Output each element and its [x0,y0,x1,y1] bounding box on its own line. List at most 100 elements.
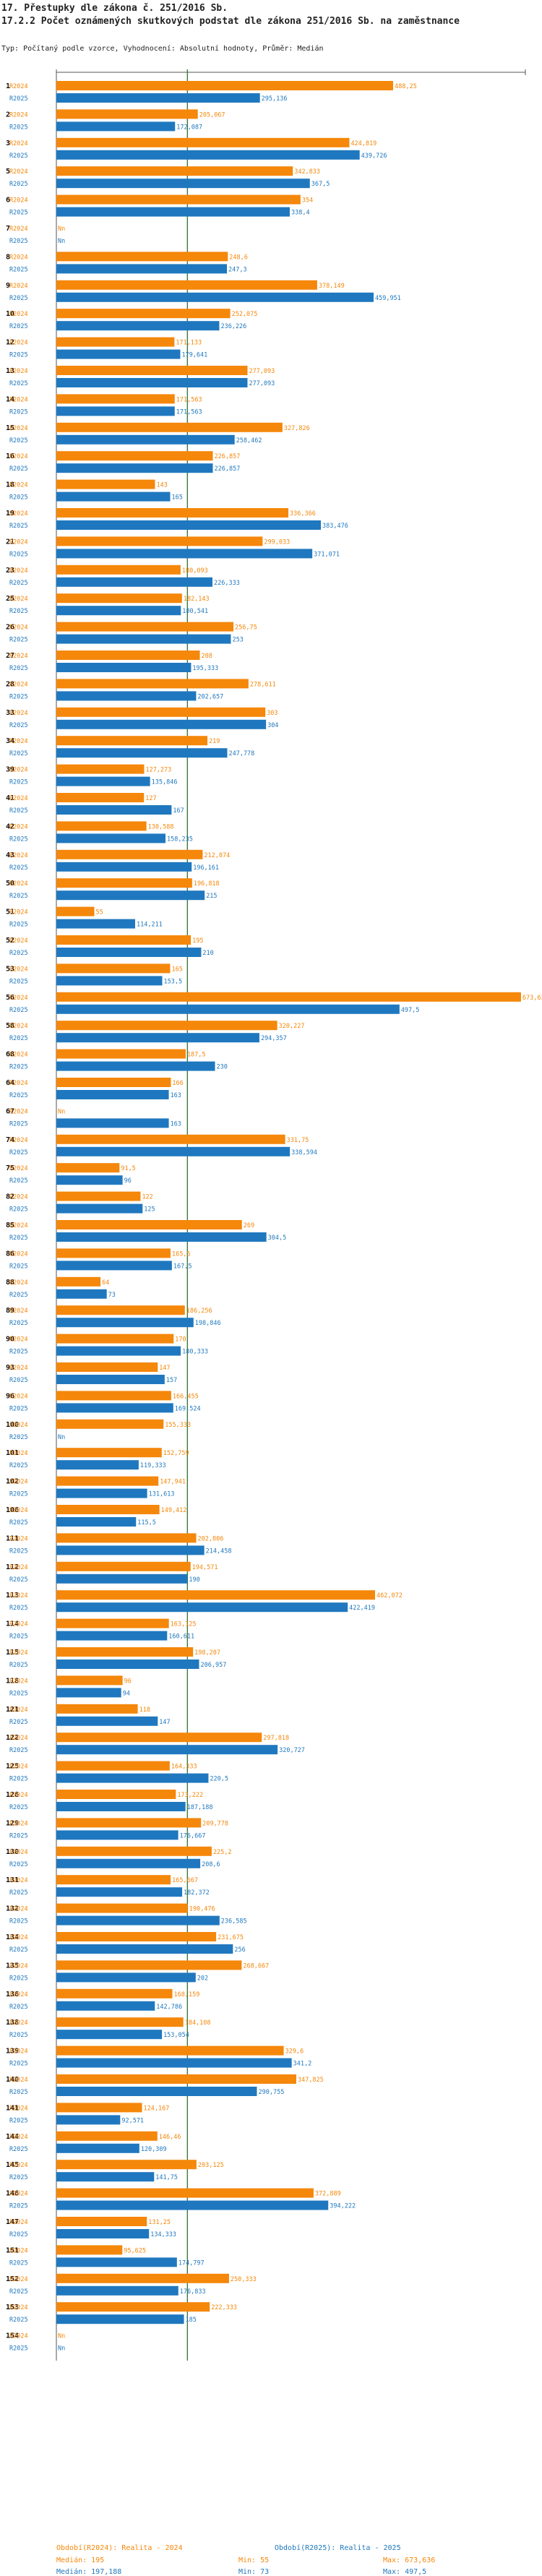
bar-2024 [56,2188,314,2198]
bar-2024 [56,2045,284,2056]
bar-2025 [56,1460,139,1470]
category-label: 56 [6,994,14,1002]
series-label-2024: R2024 [9,2077,28,2084]
bar-2024 [56,1790,176,1799]
bar-2024 [56,1704,138,1714]
value-label-2025: 163 [171,1120,181,1128]
series-label-2024: R2024 [9,226,28,233]
bar-2024 [56,622,234,632]
series-label-2025: R2025 [9,1747,28,1754]
category-label: 2 [6,111,10,119]
series-label-2024: R2024 [9,1023,28,1030]
value-label-2024: 329,6 [285,2048,304,2056]
series-label-2024: R2024 [9,83,28,90]
bar-2025 [56,463,213,473]
category-label: 6 [6,197,10,205]
series-label-2025: R2025 [9,1605,28,1612]
value-label-2024: 64 [102,1279,109,1287]
series-label-2025: R2025 [9,978,28,985]
series-label-2025: R2025 [9,2004,28,2011]
value-label-2025: 214,458 [206,1547,232,1555]
bar-2025 [56,976,163,986]
value-label-2024: 155,333 [165,1422,191,1429]
value-label-2024: 147,941 [160,1479,186,1486]
category-label: 101 [6,1449,19,1457]
value-label-2025: 206,957 [201,1662,227,1669]
bar-2024 [56,707,266,717]
category-label: 135 [6,1962,19,1970]
category-label: 121 [6,1706,19,1714]
category-label: 82 [6,1193,14,1201]
value-label-2024: 173,222 [177,1792,203,1799]
series-label-2024: R2024 [9,1962,28,1970]
value-label-2024: 231,675 [218,1934,244,1941]
category-label: 33 [6,709,14,717]
value-label-2024: 219 [209,738,220,745]
series-label-2025: R2025 [9,1918,28,1925]
category-label: 75 [6,1164,14,1172]
value-label-2024: 250,333 [231,2276,257,2283]
value-label-2024: 122 [142,1194,152,1201]
bar-2024 [56,2302,210,2312]
bar-2025 [56,1289,107,1299]
value-label-2024: 268,667 [243,1962,269,1970]
category-label: 138 [6,2019,19,2027]
bar-2024 [56,508,289,518]
bar-2024 [56,1276,101,1287]
bar-2025 [56,1972,196,1983]
value-label-2025: 258,462 [236,437,262,445]
series-label-2024: R2024 [9,1535,28,1542]
bar-2024 [56,1988,173,1998]
series-label-2024: R2024 [9,1592,28,1600]
value-label-2025: 182,372 [184,1889,210,1897]
bar-2025 [56,1375,165,1384]
value-label-2025: 195,333 [192,665,218,672]
bar-2025 [56,2115,121,2125]
bar-2025 [56,663,192,672]
category-label: 86 [6,1250,14,1258]
bar-2025 [56,1175,123,1185]
category-label: 88 [6,1279,14,1287]
series-label-2025: R2025 [9,181,28,188]
series-label-2024: R2024 [9,2304,28,2311]
stat-max-2025: Max: 497,5 [383,2568,427,2576]
series-label-2025: R2025 [9,551,28,558]
series-label-2024: R2024 [9,1137,28,1144]
chart-title: 17.2.2 Počet oznámených skutkových podst… [1,16,460,27]
value-label-2024: 149,412 [161,1507,187,1514]
series-label-2025: R2025 [9,922,28,929]
series-label-2024: R2024 [9,624,28,632]
category-label: 43 [6,851,14,859]
bar-2024 [56,1733,262,1743]
value-label-2024: 342,833 [294,168,320,176]
series-label-2024: R2024 [9,995,28,1002]
bar-2024 [56,1305,185,1315]
category-label: 96 [6,1392,14,1400]
series-label-2025: R2025 [9,1007,28,1014]
series-label-2025: R2025 [9,2174,28,2181]
category-label: 3 [6,139,10,147]
bar-2025 [56,2058,292,2068]
value-label-2024: 152,759 [163,1450,189,1457]
category-label: 18 [6,481,14,489]
series-label-2024: R2024 [9,396,28,403]
value-label-2024: 118 [139,1706,150,1714]
value-label-2024: 378,149 [319,283,345,290]
bar-2025 [56,2143,139,2153]
value-label-2025: 185 [186,2317,197,2324]
bar-2025 [56,2172,155,2182]
value-label-2025: 163 [171,1092,181,1099]
bar-2024 [56,1049,186,1059]
value-label-2025: 247,3 [228,266,247,273]
value-label-2025: 196,161 [193,864,219,872]
series-label-2024: R2024 [9,111,28,119]
series-label-2025: R2025 [9,864,28,872]
value-label-2025: 142,786 [156,2004,182,2011]
series-label-2024: R2024 [9,1792,28,1799]
value-label-2024: 299,033 [264,538,290,546]
value-label-2025: 210 [202,950,213,957]
value-label-2024: 127,273 [145,767,171,774]
bar-2024 [56,1476,159,1486]
value-label-2024: 166 [172,1080,183,1087]
value-label-2025: 158,235 [167,836,193,843]
